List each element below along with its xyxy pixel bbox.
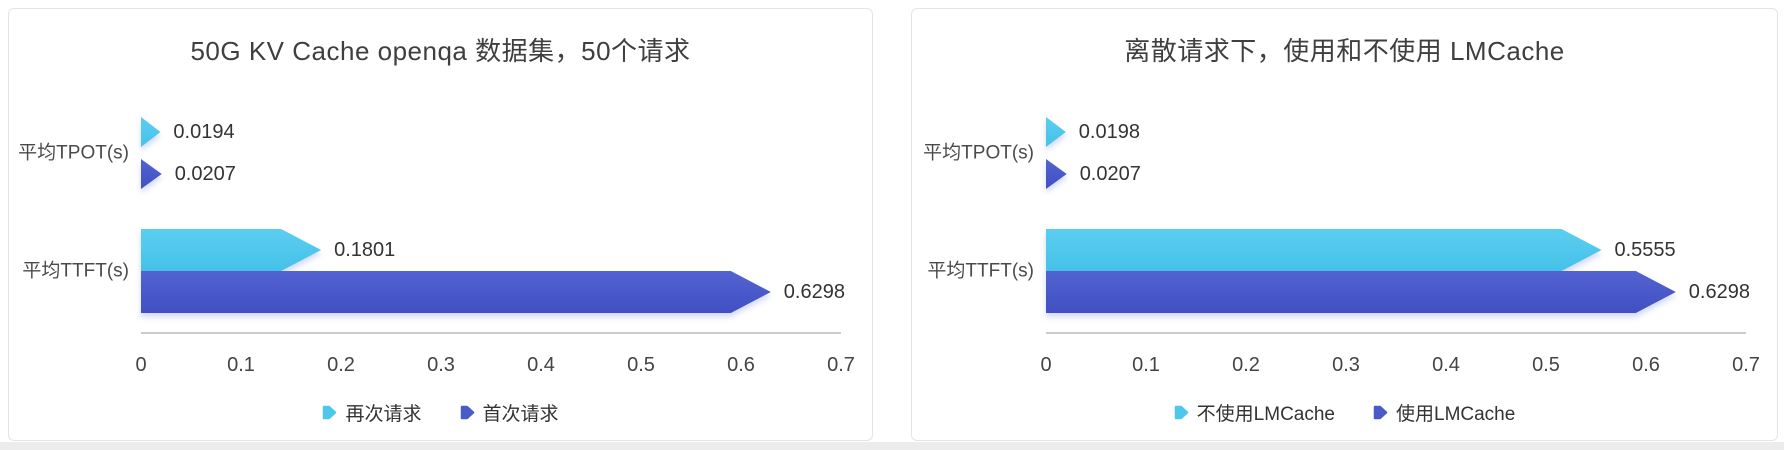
x-axis-tick-label: 0.2 [1232,354,1260,376]
x-axis-tick-label: 0.4 [1432,354,1460,376]
x-axis-tick-label: 0.7 [827,354,855,376]
legend-arrow-shape [323,405,337,419]
category-label: 平均TTFT(s) [927,260,1034,282]
legend-arrow-icon [460,405,474,419]
x-axis-tick-label: 0.6 [727,354,755,376]
chart-card-right: 0.0198 0.5555 0.0207 0.6298 平均TPOT(s) 平均TTFT(… [911,8,1778,441]
bar-value-label: 0.0207 [175,163,236,185]
bar-value-label: 0.1801 [334,239,395,261]
x-axis-tick-label: 0 [1040,354,1051,376]
legend-label: 使用LMCache [1396,403,1516,425]
legend-arrow-shape [1373,405,1388,419]
x-axis-tick-label: 0.4 [527,354,555,376]
bar-value-label: 0.0207 [1080,163,1141,185]
category-label: 平均TPOT(s) [18,142,129,164]
bar-plot-left: 0.0194 0.1801 0.0207 0.6298 平均TPOT(s) 平均TTFT(… [9,9,872,440]
chart-canvas: 0.0198 0.5555 0.0207 0.6298 平均TPOT(s) 平均TTFT(… [923,117,1760,376]
chart-title-right: 离散请求下，使用和不使用 LMCache [1124,36,1565,66]
legend-arrow-icon [1373,405,1388,419]
bar [141,271,771,313]
chart-card-left: 0.0194 0.1801 0.0207 0.6298 平均TPOT(s) 平均TTFT(… [8,8,873,441]
bar [1046,117,1066,147]
legend-label: 首次请求 [482,403,559,425]
bar-value-label: 0.5555 [1615,239,1676,261]
x-axis-tick-label: 0.2 [327,354,355,376]
chart-legend-right: 不使用LMCache 使用LMCache [912,399,1777,426]
bar [141,159,162,189]
bar [1046,229,1602,271]
legend-arrow-icon [1174,405,1188,419]
bar-value-label: 0.6298 [1689,281,1750,303]
chart-legend-left: 再次请求 首次请求 [9,399,872,426]
legend-label: 不使用LMCache [1196,403,1335,425]
legend-item: 再次请求 [322,399,422,426]
legend-item: 首次请求 [460,399,559,426]
x-axis-tick-label: 0.3 [1332,354,1360,376]
legend-arrow-shape [460,405,474,419]
x-axis-tick-label: 0.5 [627,354,655,376]
bar-value-label: 0.6298 [784,281,845,303]
legend-item: 使用LMCache [1373,399,1515,426]
bar [141,229,322,271]
bar [141,117,161,147]
category-label: 平均TTFT(s) [22,260,129,282]
x-axis-tick-label: 0.3 [427,354,455,376]
bar [1046,159,1067,189]
chart-canvas: 0.0194 0.1801 0.0207 0.6298 平均TPOT(s) 平均TTFT(… [18,117,855,376]
legend-item: 不使用LMCache [1174,399,1335,426]
legend-label: 再次请求 [345,403,422,425]
bar [1046,271,1676,313]
category-label: 平均TPOT(s) [923,142,1034,164]
legend-arrow-icon [323,405,337,419]
x-axis-tick-label: 0.7 [1732,354,1760,376]
x-axis-tick-label: 0.1 [1132,354,1160,376]
bar-value-label: 0.0198 [1079,121,1140,143]
x-axis-tick-label: 0.1 [227,354,255,376]
bar-value-label: 0.0194 [173,121,234,143]
x-axis-tick-label: 0 [135,354,146,376]
legend-arrow-shape [1174,405,1188,419]
chart-title-left: 50G KV Cache openqa 数据集，50个请求 [190,36,691,66]
page-bottom-edge [0,442,1784,450]
x-axis-tick-label: 0.6 [1632,354,1660,376]
x-axis-tick-label: 0.5 [1532,354,1560,376]
bar-plot-right: 0.0198 0.5555 0.0207 0.6298 平均TPOT(s) 平均TTFT(… [912,9,1777,440]
